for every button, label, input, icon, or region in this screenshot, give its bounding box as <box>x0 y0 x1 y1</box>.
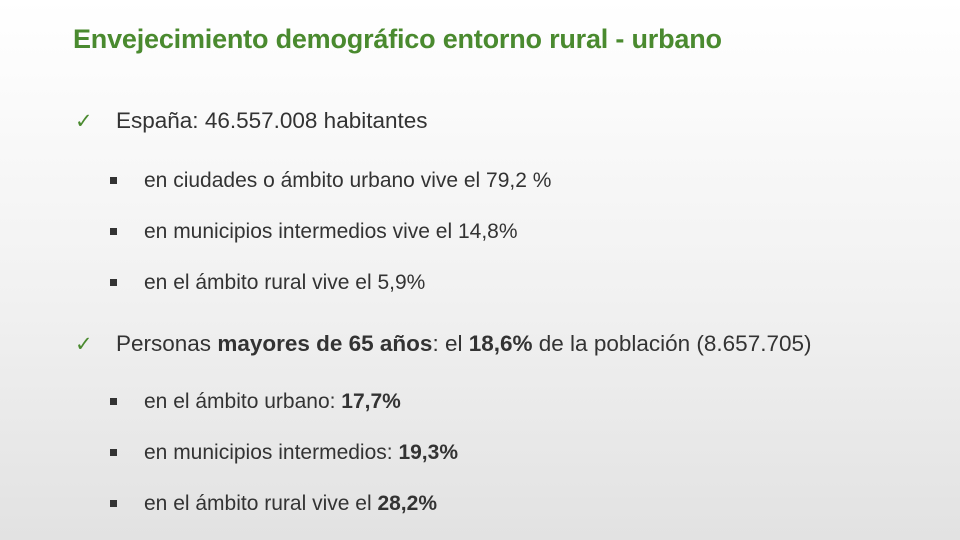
square-bullet-icon <box>110 500 117 507</box>
sub-bullet-value: 19,3% <box>398 441 458 464</box>
checkmark-icon: ✓ <box>75 332 93 356</box>
square-bullet-icon <box>110 279 117 286</box>
sub-bullet-text: en el ámbito rural vive el 5,9% <box>144 271 426 294</box>
sub-bullet-text: en el ámbito urbano: <box>144 390 342 413</box>
bullet-text: España: 46.557.008 habitantes <box>116 108 428 133</box>
sub-bullet-elderly-intermediate: en municipios intermedios: 19,3% <box>110 441 458 465</box>
sub-bullet-text: en ciudades o ámbito urbano vive el 79,2… <box>144 169 552 192</box>
sub-bullet-elderly-rural: en el ámbito rural vive el 28,2% <box>110 492 437 516</box>
checkmark-icon: ✓ <box>75 109 93 133</box>
sub-bullet-text: en municipios intermedios vive el 14,8% <box>144 220 518 243</box>
sub-bullet-text: en el ámbito rural vive el <box>144 492 378 515</box>
bullet-text-bold2: 18,6% <box>468 331 533 356</box>
bullet-text-part3: de la población (8.657.705) <box>532 331 812 356</box>
square-bullet-icon <box>110 398 117 405</box>
slide-title: Envejecimiento demográfico entorno rural… <box>73 24 722 54</box>
bullet-text-part2: : el <box>432 331 469 356</box>
square-bullet-icon <box>110 449 117 456</box>
bullet-elderly-population: ✓ Personas mayores de 65 años: el 18,6% … <box>75 331 812 357</box>
square-bullet-icon <box>110 228 117 235</box>
bullet-text-part1: Personas <box>116 331 218 356</box>
sub-bullet-intermediate: en municipios intermedios vive el 14,8% <box>110 220 518 244</box>
bullet-spain-population: ✓ España: 46.557.008 habitantes <box>75 108 428 134</box>
sub-bullet-value: 28,2% <box>377 492 437 515</box>
sub-bullet-rural: en el ámbito rural vive el 5,9% <box>110 271 425 295</box>
sub-bullet-urban: en ciudades o ámbito urbano vive el 79,2… <box>110 169 551 193</box>
bullet-text-bold1: mayores de 65 años <box>217 331 433 356</box>
sub-bullet-text: en municipios intermedios: <box>144 441 399 464</box>
sub-bullet-value: 17,7% <box>341 390 401 413</box>
square-bullet-icon <box>110 177 117 184</box>
sub-bullet-elderly-urban: en el ámbito urbano: 17,7% <box>110 390 401 414</box>
